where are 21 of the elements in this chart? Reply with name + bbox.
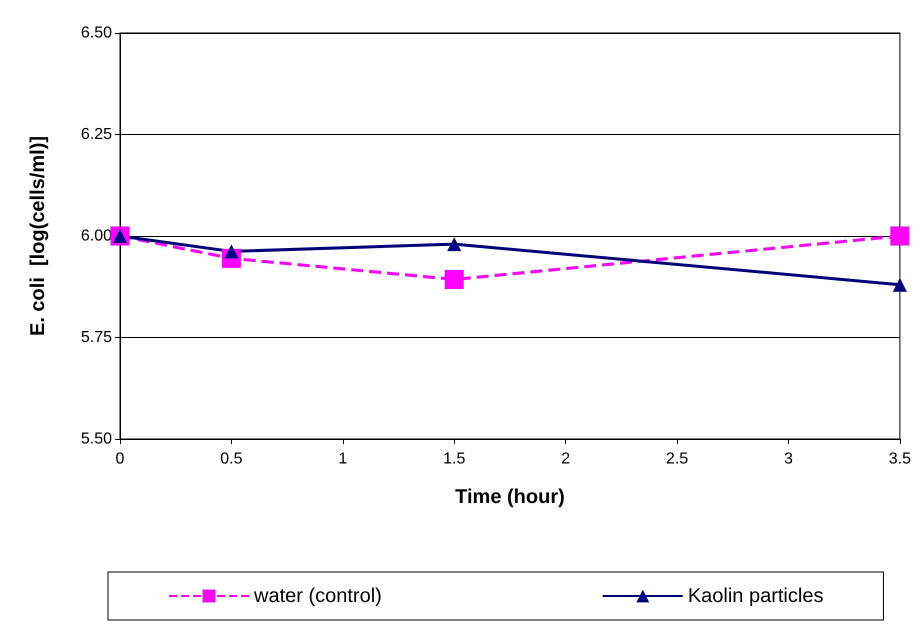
x-tick-label: 1.5	[443, 450, 466, 468]
point	[447, 237, 462, 252]
x-tick-label: 0	[116, 450, 125, 468]
x-tick-label: 3.5	[888, 450, 912, 468]
x-tick-label: 2.5	[666, 450, 688, 468]
y-axis-title: E. coli [log(cells/ml)]	[27, 136, 49, 336]
legend-label: Kaolin particles	[688, 585, 824, 607]
x-tick-label: 3	[784, 450, 794, 468]
point	[444, 270, 464, 289]
point	[890, 226, 910, 246]
x-axis-title: Time (hour)	[455, 486, 565, 508]
y-tick-label: 6.50	[80, 24, 112, 42]
y-tick-label: 6.00	[80, 228, 112, 244]
y-tick-label: 5.75	[80, 329, 112, 346]
y-tick-label: 6.25	[80, 126, 112, 143]
y-tick-label: 5.50	[80, 430, 112, 448]
legend-label: water (control)	[253, 585, 382, 607]
x-tick-label: 1	[338, 450, 348, 468]
x-tick-label: 0.5	[220, 450, 243, 468]
x-tick-label: 2	[561, 450, 570, 468]
point	[892, 278, 907, 292]
